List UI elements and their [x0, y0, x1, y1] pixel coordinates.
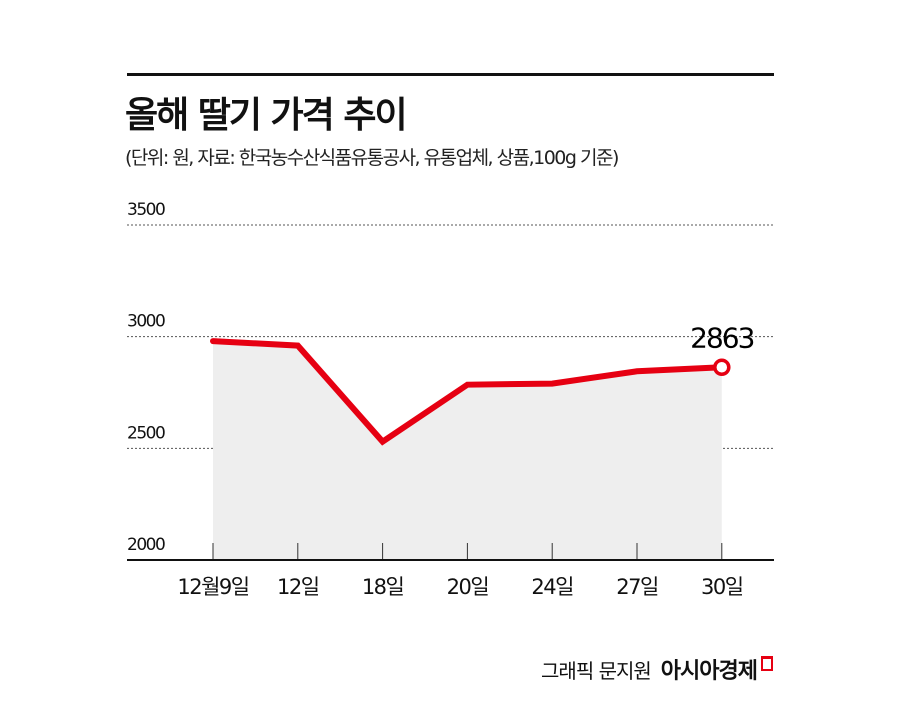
credit: 그래픽 문지원 아시아경제	[541, 653, 773, 685]
area-fill	[213, 341, 722, 560]
graphic-author: 그래픽 문지원	[541, 658, 652, 683]
brand-logo: 아시아경제	[660, 659, 758, 684]
chart-subtitle: (단위: 원, 자료: 한국농수산식품유통공사, 유통업체, 상품,100g 기…	[125, 147, 619, 169]
x-ticks	[212, 543, 723, 560]
top-rule	[127, 73, 774, 76]
y-tick-labels: 2000 2500 3000 3500	[127, 200, 166, 555]
last-point-marker	[713, 358, 731, 377]
x-tick-label: 12일	[277, 575, 319, 599]
chart-title: 올해 딸기 가격 추이	[125, 95, 408, 136]
x-tick-label: 12월9일	[177, 575, 248, 599]
x-tick-label: 20일	[447, 575, 489, 599]
y-tick-label: 2000	[127, 535, 165, 555]
y-tick-label: 3500	[127, 200, 165, 220]
y-tick-label: 3000	[127, 312, 165, 332]
price-line	[210, 338, 725, 446]
x-tick-labels: 12월9일 12일 18일 20일 24일 27일 30일	[177, 575, 744, 599]
x-tick-label: 24일	[531, 575, 573, 599]
x-tick-label: 27일	[616, 575, 658, 599]
brand-mark-icon	[761, 655, 773, 671]
x-tick-label: 30일	[701, 575, 743, 599]
x-tick-label: 18일	[362, 575, 404, 599]
last-value-label: 2863	[690, 321, 753, 354]
y-tick-label: 2500	[127, 423, 165, 443]
